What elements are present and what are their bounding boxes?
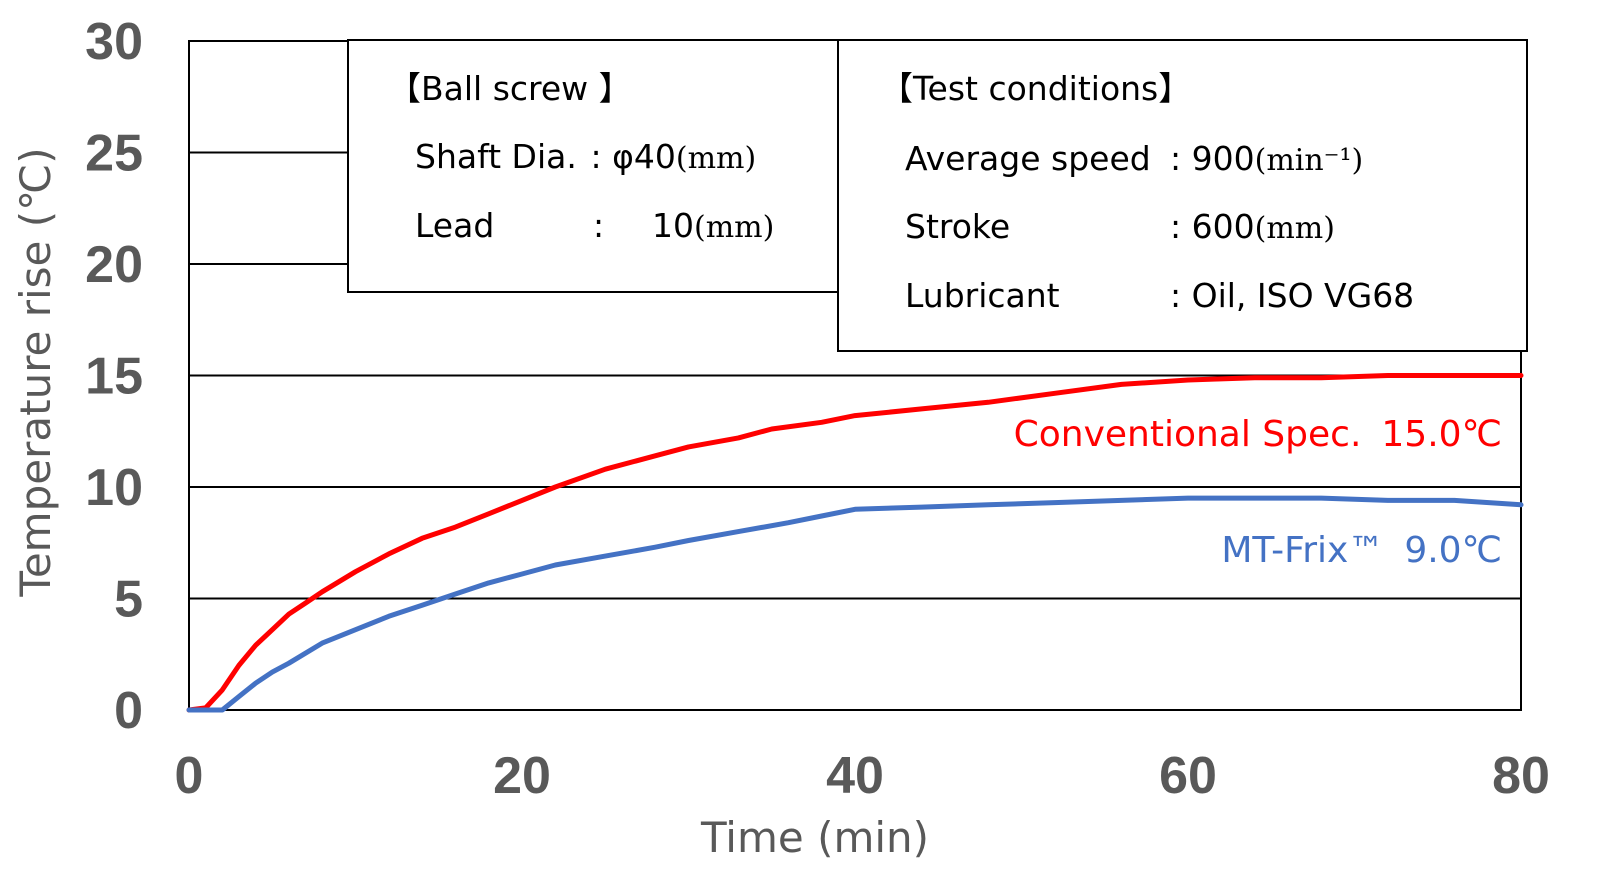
shaft-dia-value: : φ40(mm) [580,137,756,176]
speed-label: Average speed [905,139,1151,178]
lead-colon: : [593,206,604,245]
mt-frix-annotation: MT-Frix™ 9.0℃ [1221,530,1502,571]
shaft-dia-label: Shaft Dia. [415,137,577,176]
mt-frix-final-value: 9.0℃ [1404,530,1502,571]
lead-label: Lead [415,206,494,245]
x-tick-label: 20 [493,747,551,805]
y-tick-label: 15 [85,348,143,406]
y-tick-labels: 0 5 10 15 20 25 30 [85,13,143,740]
lead-value: 10(mm) [652,206,774,245]
y-axis-title: Temperature rise (℃) [11,147,60,597]
x-axis-title: Time (min) [700,813,929,862]
series-lines [186,373,1524,713]
x-tick-label: 40 [826,747,884,805]
conventional-series-name: Conventional Spec. [1014,414,1362,455]
y-tick-label: 20 [85,236,143,294]
x-tick-label: 0 [175,747,204,805]
stroke-unit: (mm) [1255,211,1335,246]
y-tick-label: 30 [85,13,143,71]
ball-screw-title: 【Ball screw 】 [388,69,632,108]
y-tick-label: 10 [85,459,143,517]
stroke-label: Stroke [905,207,1010,246]
stroke-value: : 600(mm) [1170,207,1335,246]
test-conditions-box: 【Test conditions】 Average speed : 900(mi… [837,39,1528,352]
lubricant-label: Lubricant [905,276,1060,315]
speed-unit: (min⁻¹) [1255,143,1364,178]
test-conditions-box-frame [837,39,1528,352]
ball-screw-box: 【Ball screw 】 Shaft Dia. : φ40(mm) Lead … [347,39,839,293]
conventional-final-value: 15.0℃ [1381,414,1502,455]
ball-screw-box-frame [347,39,839,293]
conventional-annotation: Conventional Spec. 15.0℃ [1014,414,1502,455]
test-conditions-title: 【Test conditions】 [880,69,1191,108]
series-line-mt-frix [186,495,1524,713]
x-tick-label: 80 [1492,747,1550,805]
y-tick-label: 0 [114,682,143,740]
y-tick-label: 25 [85,125,143,183]
series-line-conventional [186,373,1524,713]
shaft-dia-unit: (mm) [676,141,756,176]
mt-frix-series-name: MT-Frix™ [1221,530,1384,571]
lead-unit: (mm) [694,210,774,245]
lubricant-value: : Oil, ISO VG68 [1170,276,1414,315]
y-tick-label: 5 [114,571,143,629]
speed-value: : 900(min⁻¹) [1170,139,1363,178]
x-tick-labels: 0 20 40 60 80 [175,747,1550,805]
x-tick-label: 60 [1159,747,1217,805]
